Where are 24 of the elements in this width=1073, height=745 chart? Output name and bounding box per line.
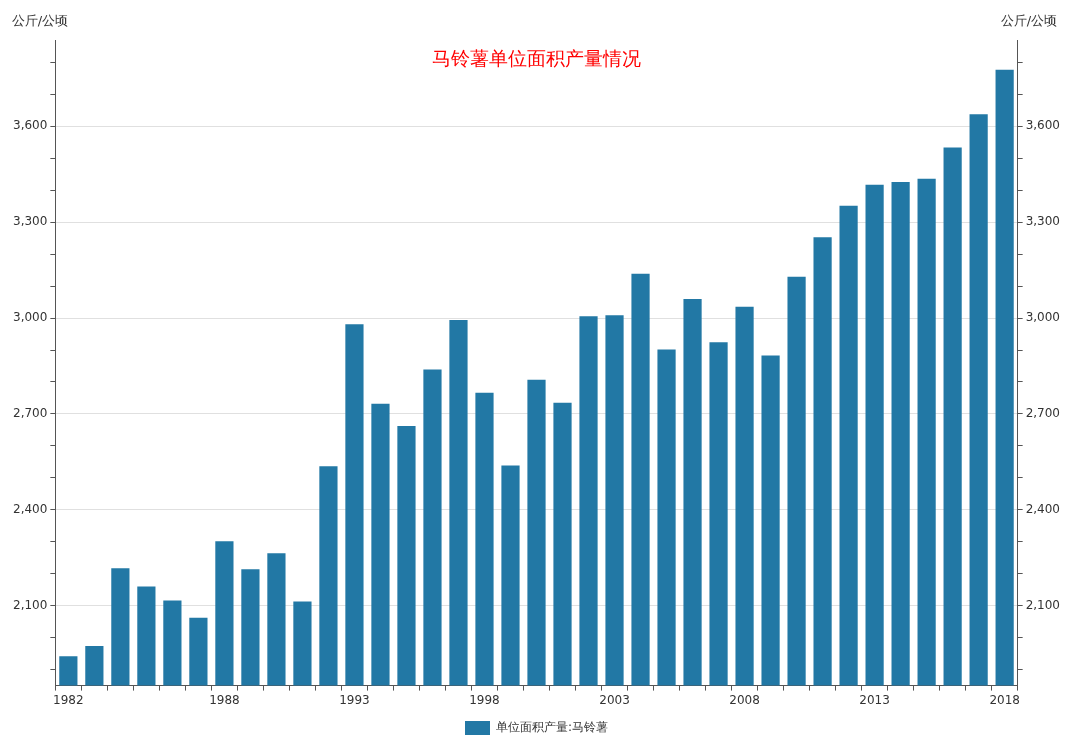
chart-title: 马铃薯单位面积产量情况: [432, 46, 641, 69]
y-tick-label: 2,700: [12, 406, 48, 421]
y-tick-label: 3,000: [12, 310, 48, 325]
y-axis-title: 公斤/公顷: [11, 12, 69, 28]
y2-tick-label: 2,700: [1025, 406, 1061, 421]
x-tick-label: 2013: [859, 692, 890, 707]
y-tick-label: 2,400: [12, 501, 48, 516]
x-tick-label: 2018: [989, 692, 1020, 707]
y-tick-label: 3,600: [12, 118, 48, 133]
y2-tick-label: 3,600: [1025, 118, 1061, 133]
y2-axis-title: 公斤/公顷: [1000, 12, 1058, 28]
x-tick-label: 2008: [729, 692, 760, 707]
x-tick-label: 1982: [53, 692, 84, 707]
x-tick-label: 1993: [339, 692, 370, 707]
x-tick-label: 2003: [599, 692, 630, 707]
y2-tick-label: 2,400: [1025, 501, 1061, 516]
y-tick-label: 2,100: [12, 597, 48, 612]
y2-tick-label: 3,000: [1025, 310, 1061, 325]
y2-tick-label: 2,100: [1025, 597, 1061, 612]
x-tick-label: 1998: [469, 692, 500, 707]
x-tick-label: 1988: [209, 692, 240, 707]
y-tick-label: 3,300: [12, 214, 48, 229]
legend-label: 单位面积产量:马铃薯: [495, 720, 609, 735]
y2-tick-label: 3,300: [1025, 214, 1061, 229]
